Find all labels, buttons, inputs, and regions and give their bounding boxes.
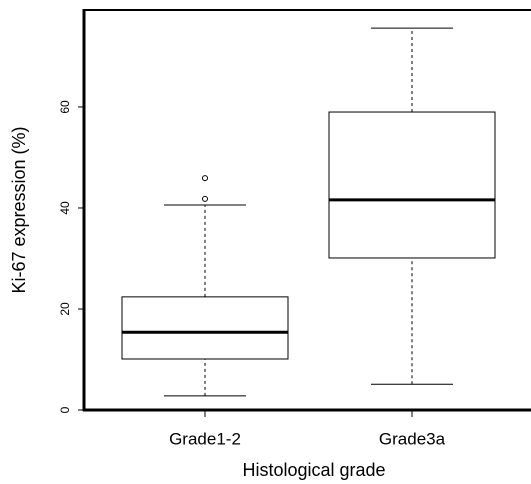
plot-frame — [82, 9, 531, 412]
x-tick-label: Grade3a — [379, 429, 446, 448]
y-axis-label: Ki-67 expression (%) — [9, 126, 29, 293]
outlier — [202, 195, 208, 202]
box — [328, 111, 496, 259]
y-tick-label: 20 — [58, 302, 72, 316]
box — [121, 296, 289, 360]
y-tick-label: 40 — [58, 201, 72, 215]
y-tick-label: 60 — [58, 100, 72, 114]
y-tick-label: 0 — [58, 406, 72, 413]
x-axis-label: Histological grade — [242, 460, 385, 480]
outlier — [202, 175, 208, 182]
x-tick-label: Grade1-2 — [169, 429, 241, 448]
